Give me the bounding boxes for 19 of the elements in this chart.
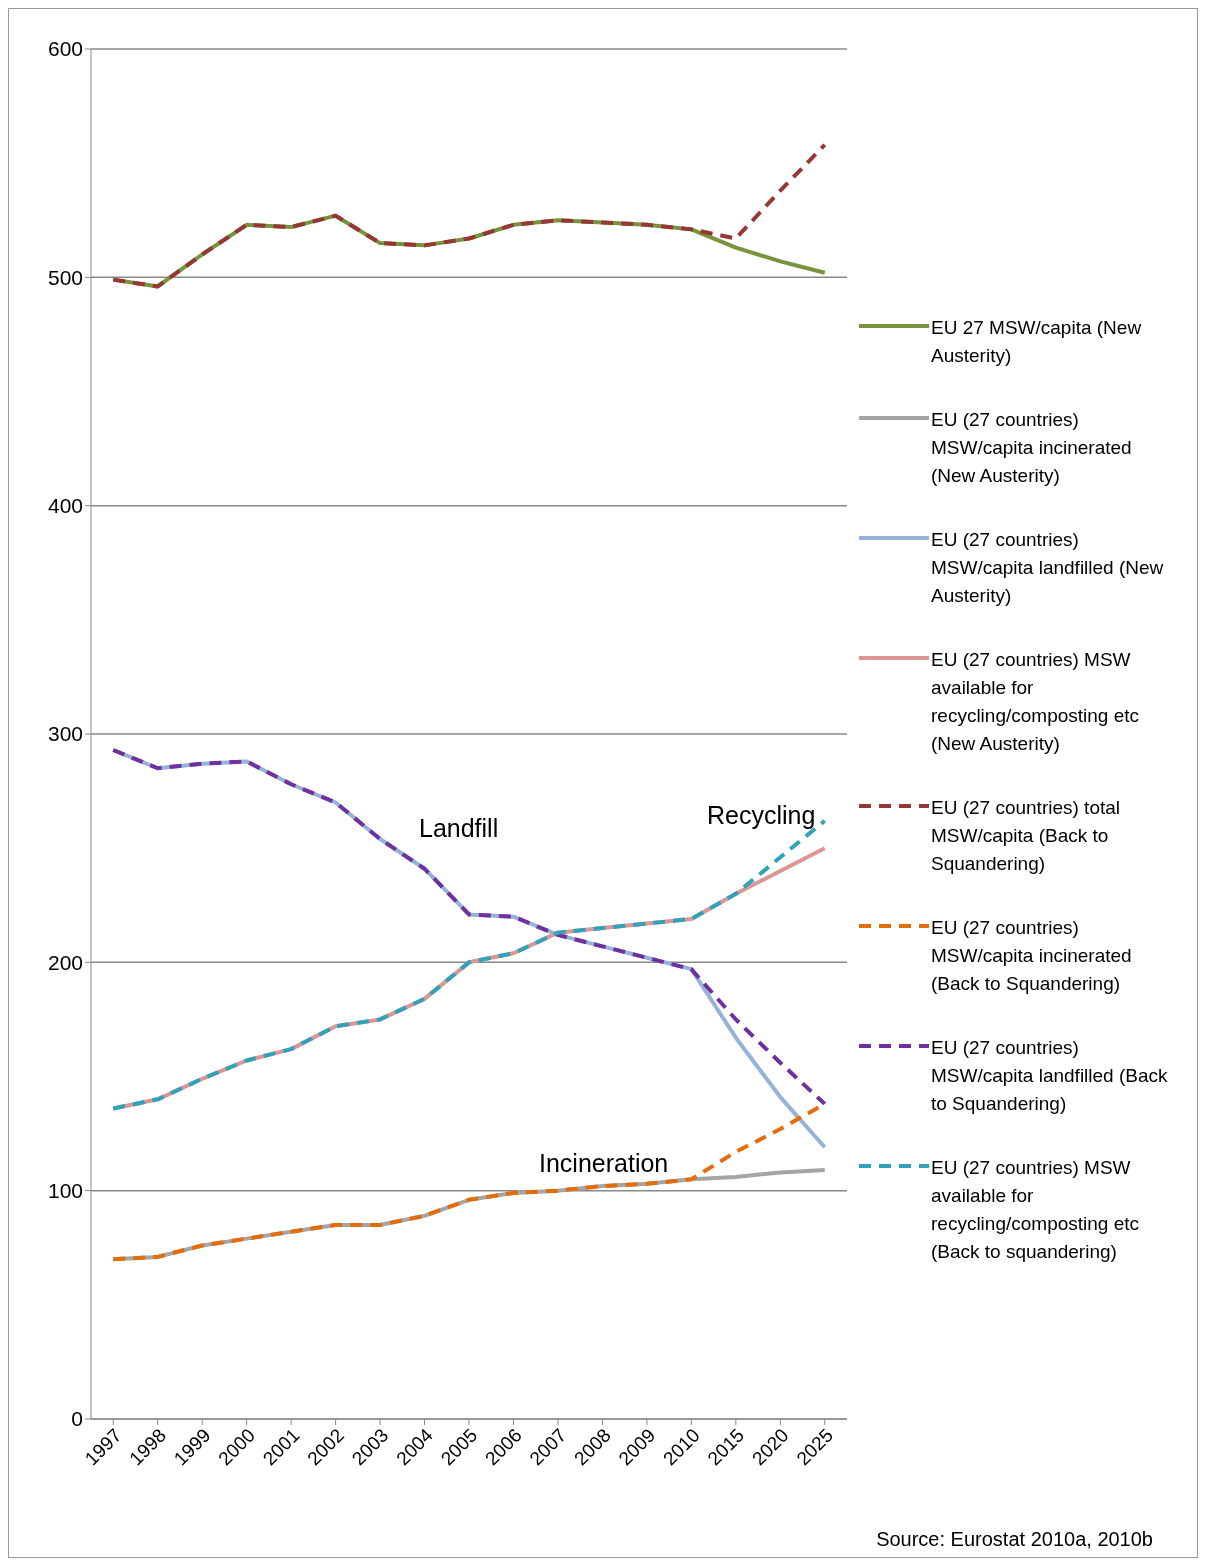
legend-label: EU 27 MSW/capita (New Austerity) bbox=[931, 316, 1143, 368]
y-tick-label: 300 bbox=[47, 722, 83, 746]
y-tick-label: 600 bbox=[47, 37, 83, 61]
y-tick-label: 400 bbox=[47, 494, 83, 518]
y-tick-label: 100 bbox=[47, 1179, 83, 1203]
legend-label: EU (27 countries) MSW available for recycling/composting etc (Back to squandering) bbox=[931, 1156, 1141, 1264]
legend-label: EU (27 countries) MSW available for recycling/composting etc (New Austerity) bbox=[931, 648, 1141, 756]
legend-label: EU (27 countries) total MSW/capita (Back to Squandering) bbox=[931, 796, 1122, 876]
y-tick-label: 0 bbox=[71, 1407, 83, 1431]
y-tick-label: 500 bbox=[47, 265, 83, 289]
y-tick-label: 200 bbox=[47, 950, 83, 974]
source-note: Source: Eurostat 2010a, 2010b bbox=[876, 1528, 1153, 1551]
legend-label: EU (27 countries) MSW/capita landfilled (Back to Squandering) bbox=[931, 1036, 1169, 1116]
legend-label: EU (27 countries) MSW/capita incinerated (New Austerity) bbox=[931, 408, 1133, 488]
annotation: Incineration bbox=[539, 1149, 669, 1178]
legend-label: EU (27 countries) MSW/capita incinerated (Back to Squandering) bbox=[931, 916, 1133, 996]
annotation: Recycling bbox=[707, 801, 816, 830]
annotation: Landfill bbox=[419, 814, 499, 843]
legend-label: EU (27 countries) MSW/capita landfilled (New Austerity) bbox=[931, 528, 1165, 608]
